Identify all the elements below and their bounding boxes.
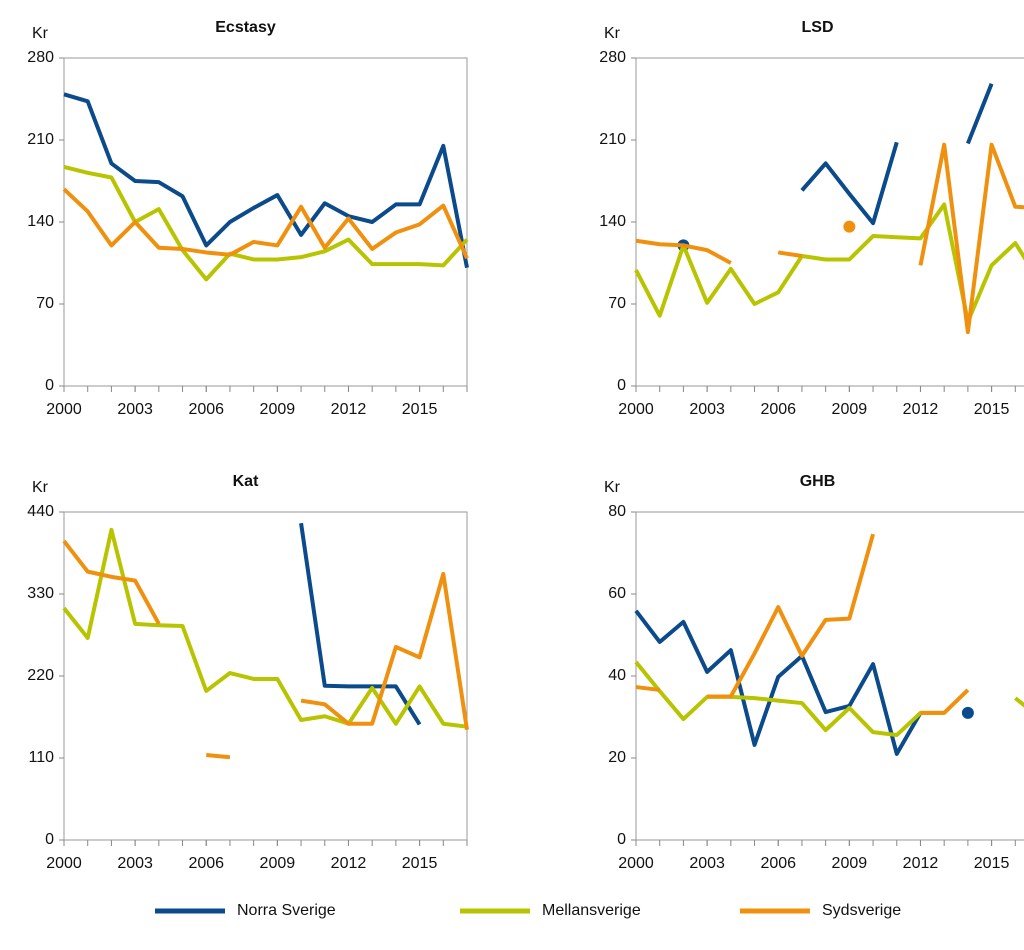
y-tick-label: 0: [617, 831, 626, 848]
series-line: [63, 92, 469, 269]
x-tick-label: 2003: [689, 401, 725, 418]
y-tick-label: 210: [27, 131, 54, 148]
series-line: [62, 527, 468, 729]
x-tick-label: 2012: [331, 855, 367, 872]
x-tick-label: 2003: [689, 855, 725, 872]
x-tick-label: 2012: [903, 401, 939, 418]
plot-frame: [635, 57, 1024, 387]
y-axis-label: Kr: [604, 479, 621, 496]
y-tick-label: 0: [45, 831, 54, 848]
series-line: [635, 533, 970, 715]
x-tick-label: 2003: [117, 401, 153, 418]
x-tick-label: 2015: [974, 401, 1010, 418]
y-tick-label: 80: [608, 503, 626, 520]
y-axis-label: Kr: [32, 479, 49, 496]
x-tick-label: 2012: [331, 401, 367, 418]
series-line: [800, 83, 994, 226]
x-tick-label: 2000: [618, 855, 654, 872]
x-tick-label: 2015: [402, 401, 438, 418]
y-tick-label: 70: [36, 295, 54, 312]
chart-title: Ecstasy: [215, 19, 276, 36]
y-tick-label: 140: [599, 213, 626, 230]
chart-title: LSD: [802, 19, 834, 36]
series-point: [843, 220, 856, 233]
x-tick-label: 2015: [974, 855, 1010, 872]
x-tick-label: 2009: [260, 401, 296, 418]
y-tick-label: 280: [27, 49, 54, 66]
series-line: [634, 660, 1024, 738]
y-tick-label: 220: [27, 667, 54, 684]
legend-label: Sydsverige: [822, 902, 901, 919]
y-tick-label: 70: [608, 295, 626, 312]
x-tick-label: 2015: [402, 855, 438, 872]
y-tick-label: 40: [608, 667, 626, 684]
x-tick-label: 2009: [260, 855, 296, 872]
x-tick-label: 2006: [760, 401, 796, 418]
y-tick-label: 210: [599, 131, 626, 148]
series-line: [634, 609, 923, 756]
y-axis-label: Kr: [32, 25, 49, 42]
y-tick-label: 0: [45, 377, 54, 394]
x-tick-label: 2003: [117, 855, 153, 872]
series-line: [635, 142, 1024, 335]
x-tick-label: 2009: [832, 855, 868, 872]
series-point: [961, 706, 974, 719]
y-tick-label: 440: [27, 503, 54, 520]
plot-frame: [63, 57, 468, 387]
series-line: [63, 165, 469, 282]
series-line: [62, 187, 469, 260]
chart-title: GHB: [800, 473, 836, 490]
y-tick-label: 110: [28, 749, 54, 766]
y-tick-label: 330: [27, 585, 54, 602]
y-tick-label: 0: [617, 377, 626, 394]
y-tick-label: 140: [27, 213, 54, 230]
series-line: [299, 522, 422, 726]
plot-frame: [63, 511, 468, 841]
x-tick-label: 2000: [46, 401, 82, 418]
x-tick-label: 2000: [46, 855, 82, 872]
y-tick-label: 60: [608, 585, 626, 602]
legend-label: Mellansverige: [542, 902, 641, 919]
x-tick-label: 2006: [188, 401, 224, 418]
x-tick-label: 2006: [760, 855, 796, 872]
y-axis-label: Kr: [604, 25, 621, 42]
y-tick-label: 20: [608, 749, 626, 766]
x-tick-label: 2006: [188, 855, 224, 872]
chart-title: Kat: [233, 473, 259, 490]
series-line: [62, 539, 469, 760]
x-tick-label: 2009: [832, 401, 868, 418]
x-tick-label: 2012: [903, 855, 939, 872]
y-tick-label: 280: [599, 49, 626, 66]
plot-frame: [635, 511, 1024, 841]
legend-label: Norra Sverige: [237, 902, 336, 919]
x-tick-label: 2000: [618, 401, 654, 418]
